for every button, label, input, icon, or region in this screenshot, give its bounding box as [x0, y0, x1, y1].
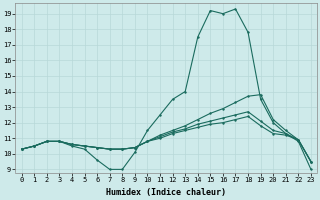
X-axis label: Humidex (Indice chaleur): Humidex (Indice chaleur): [106, 188, 226, 197]
